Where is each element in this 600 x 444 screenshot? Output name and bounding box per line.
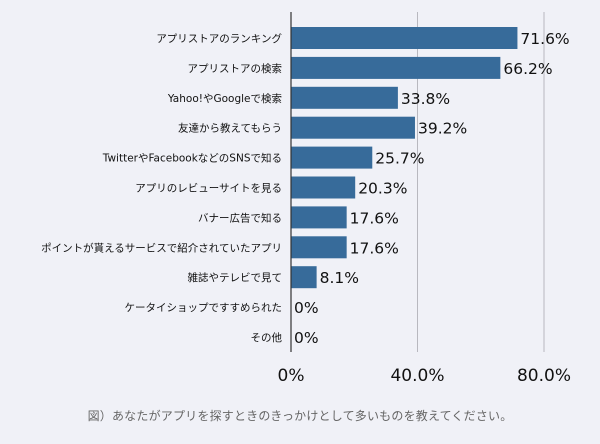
category-label: 雑誌やテレビで見て	[188, 271, 283, 284]
bar	[291, 86, 398, 109]
category-label: 友達から教えてもらう	[178, 122, 282, 135]
bar	[291, 176, 356, 199]
category-label: アプリストアのランキング	[156, 32, 282, 45]
value-label: 8.1%	[320, 269, 359, 287]
bar	[291, 146, 373, 169]
value-label: 39.2%	[418, 120, 467, 138]
category-label: バナー広告で知る	[198, 211, 282, 224]
value-label: 17.6%	[350, 239, 399, 257]
value-label: 25.7%	[375, 150, 424, 168]
category-label: アプリのレビューサイトを見る	[135, 183, 282, 195]
bar	[291, 27, 518, 49]
category-label: ポイントが貰えるサービスで紹介されていたアプリ	[41, 241, 282, 254]
value-label: 20.3%	[358, 180, 407, 198]
category-label: ケータイショップですすめられた	[125, 302, 283, 314]
value-label: 0%	[294, 299, 319, 317]
x-tick-label: 80.0%	[517, 366, 571, 386]
value-label: 17.6%	[350, 209, 399, 227]
x-tick-label: 0%	[278, 366, 305, 386]
bar	[291, 236, 347, 259]
x-tick-label: 40.0%	[390, 366, 444, 386]
category-label: その他	[251, 331, 283, 344]
category-label: Yahoo!やGoogleで検索	[167, 92, 282, 105]
value-label: 71.6%	[520, 30, 569, 48]
category-label: TwitterやFacebookなどのSNSで知る	[102, 152, 282, 165]
chart-caption: 図）あなたがアプリを探すときのきっかけとして多いものを教えてください。	[87, 409, 513, 423]
value-label: 0%	[294, 329, 319, 347]
bar	[291, 266, 317, 289]
value-label: 66.2%	[503, 60, 552, 78]
value-label: 33.8%	[401, 90, 450, 108]
bar	[291, 116, 415, 139]
bar	[291, 206, 347, 229]
bar	[291, 56, 501, 79]
category-label: アプリストアの検索	[188, 62, 283, 75]
